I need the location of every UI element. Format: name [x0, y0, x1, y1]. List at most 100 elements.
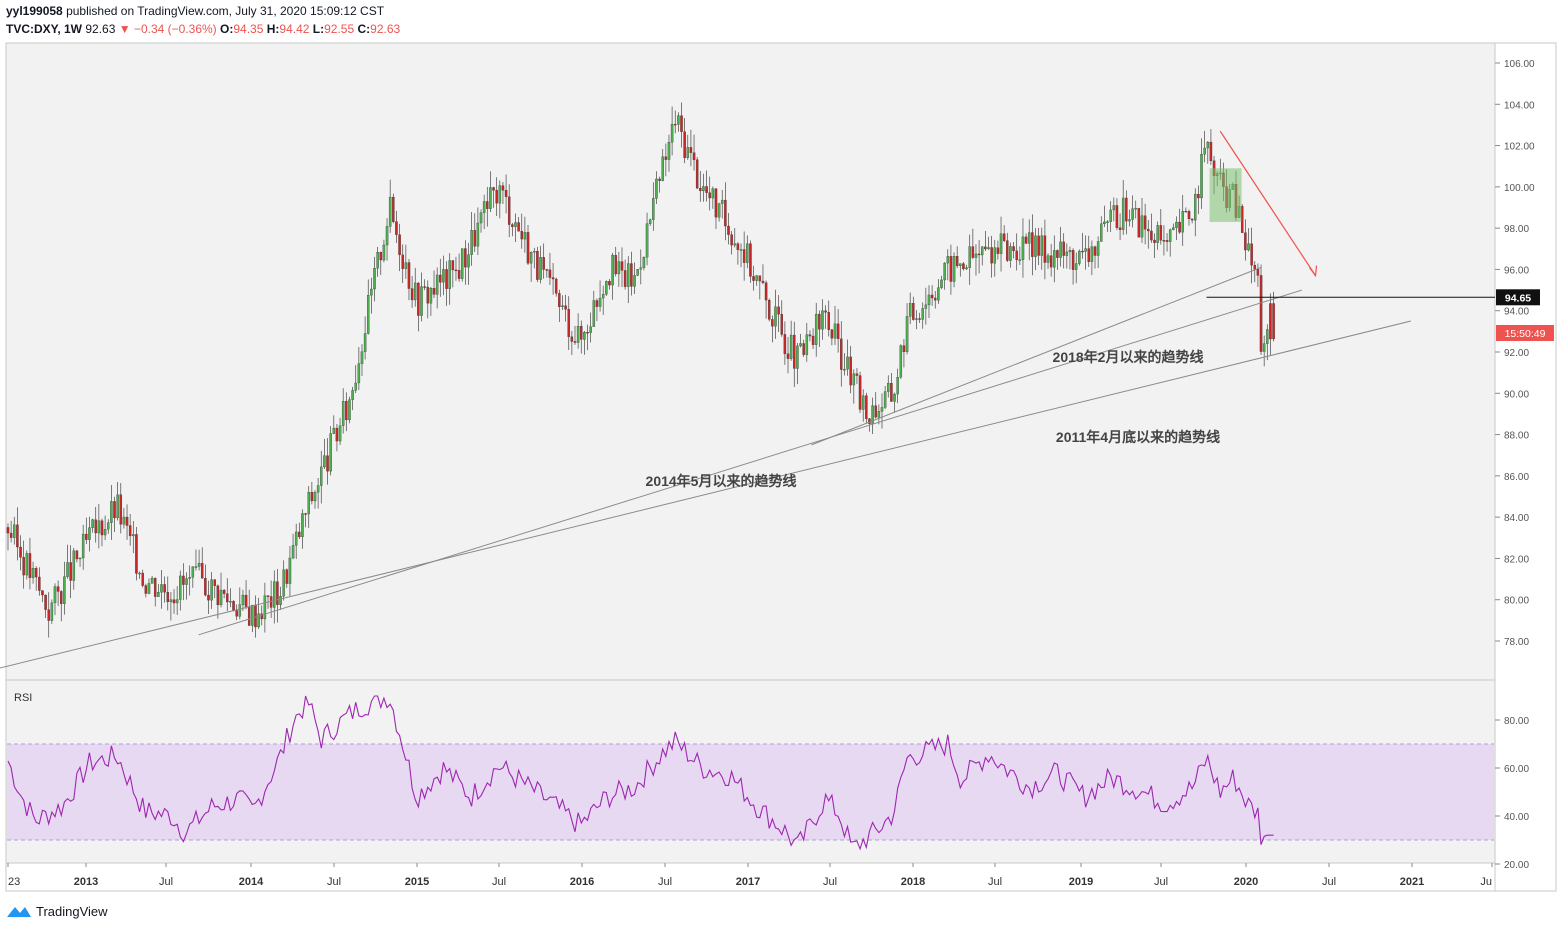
candle-body	[962, 263, 965, 270]
candle-body	[323, 455, 326, 468]
brand-label: TradingView	[36, 903, 108, 919]
trendline-1[interactable]	[811, 266, 1262, 446]
candle-body	[542, 257, 545, 270]
candle-body	[808, 334, 812, 337]
candle-body	[605, 281, 608, 295]
candle-body	[564, 305, 567, 310]
rsi-band	[7, 744, 1494, 840]
candle-body	[1065, 251, 1069, 256]
rsi-line	[7, 695, 1274, 851]
publish-text: published on TradingView.com, July 31, 2…	[66, 4, 385, 18]
candle-body	[1209, 141, 1213, 161]
candle-body	[442, 269, 445, 283]
price-tick-label: 96.00	[1504, 265, 1529, 276]
candle-body	[307, 492, 310, 515]
candle-body	[652, 198, 655, 220]
price-tick-label: 104.00	[1504, 100, 1535, 111]
candle-body	[937, 287, 940, 301]
time-tick-label: 23	[8, 876, 20, 888]
countdown-label: 15:50:49	[1505, 328, 1546, 340]
price-axis[interactable]	[1494, 42, 1557, 892]
candle-body	[1002, 233, 1006, 241]
candle-body	[1034, 235, 1037, 257]
candle-body	[583, 332, 586, 340]
candle-body	[226, 593, 229, 603]
candle-body	[977, 253, 981, 256]
price-tick-label: 88.00	[1504, 431, 1529, 442]
candle-body	[1187, 211, 1191, 220]
candle-body	[1037, 235, 1040, 256]
candle-body	[125, 516, 129, 526]
candle-body	[392, 196, 395, 222]
candle-body	[44, 594, 47, 610]
candle-body	[520, 231, 523, 240]
price-change: ▼ −0.34 (−0.36%)	[118, 22, 217, 36]
candle-body	[1250, 243, 1253, 266]
candle-body	[157, 592, 160, 597]
candle-body	[1197, 194, 1200, 199]
candle-body	[639, 267, 643, 270]
candle-body	[680, 115, 683, 132]
candle-body	[348, 399, 351, 421]
time-tick-label: Jul	[159, 876, 173, 888]
candle-body	[761, 280, 765, 283]
candle-body	[514, 222, 517, 227]
candle-body	[75, 550, 79, 560]
candle-body	[1140, 215, 1144, 238]
candle-body	[298, 531, 301, 538]
candle-body	[814, 313, 818, 345]
trendline-2[interactable]	[0, 320, 1411, 676]
candle-body	[733, 243, 737, 246]
candle-body	[464, 248, 467, 268]
down-arrow-line[interactable]	[1219, 130, 1317, 276]
time-tick-label: Jul	[327, 876, 341, 888]
candle-body	[548, 269, 552, 278]
candle-body	[1106, 221, 1109, 223]
candle-body	[470, 230, 473, 255]
candle-body	[404, 262, 408, 269]
time-tick-label: 2019	[1069, 876, 1093, 888]
candle-body	[918, 318, 921, 320]
candle-body	[1159, 225, 1163, 241]
candle-body	[132, 534, 135, 537]
price-pane[interactable]	[5, 42, 1496, 681]
price-tick-label: 86.00	[1504, 472, 1529, 483]
candle-body	[251, 604, 254, 626]
candle-body	[952, 256, 956, 282]
candle-body	[144, 585, 148, 594]
candle-body	[1118, 227, 1122, 230]
candle-body	[955, 256, 959, 267]
candle-body	[855, 373, 859, 376]
candle-body	[451, 260, 455, 271]
trendline-3[interactable]	[198, 289, 1303, 636]
candle-body	[661, 156, 664, 181]
tradingview-brand[interactable]: TradingView	[6, 903, 108, 919]
time-axis[interactable]	[5, 862, 1496, 892]
candle-body	[1259, 275, 1263, 352]
candle-body	[880, 407, 884, 412]
candle-body	[908, 303, 912, 317]
candle-body	[235, 610, 238, 617]
candle-body	[72, 550, 76, 581]
publisher-name[interactable]: yyl199058	[6, 4, 63, 18]
candle-body	[987, 247, 990, 250]
candle-body	[341, 401, 345, 426]
candle-body	[182, 575, 185, 585]
down-arrow-head-icon	[1309, 265, 1318, 278]
symbol-label[interactable]: TVC:DXY, 1W	[6, 22, 83, 36]
candle-body	[479, 212, 483, 224]
consolidation-highlight-box[interactable]	[1209, 168, 1242, 222]
candle-body	[533, 250, 536, 253]
candle-body	[758, 275, 762, 282]
close-label: C:	[357, 22, 371, 36]
candle-body	[429, 288, 433, 304]
candle-body	[601, 294, 605, 299]
candle-body	[840, 338, 843, 370]
candle-body	[689, 147, 693, 153]
candle-body	[843, 368, 846, 371]
candle-body	[1134, 208, 1137, 210]
candle-body	[580, 326, 583, 340]
candle-body	[786, 353, 790, 359]
candle-body	[420, 286, 423, 316]
